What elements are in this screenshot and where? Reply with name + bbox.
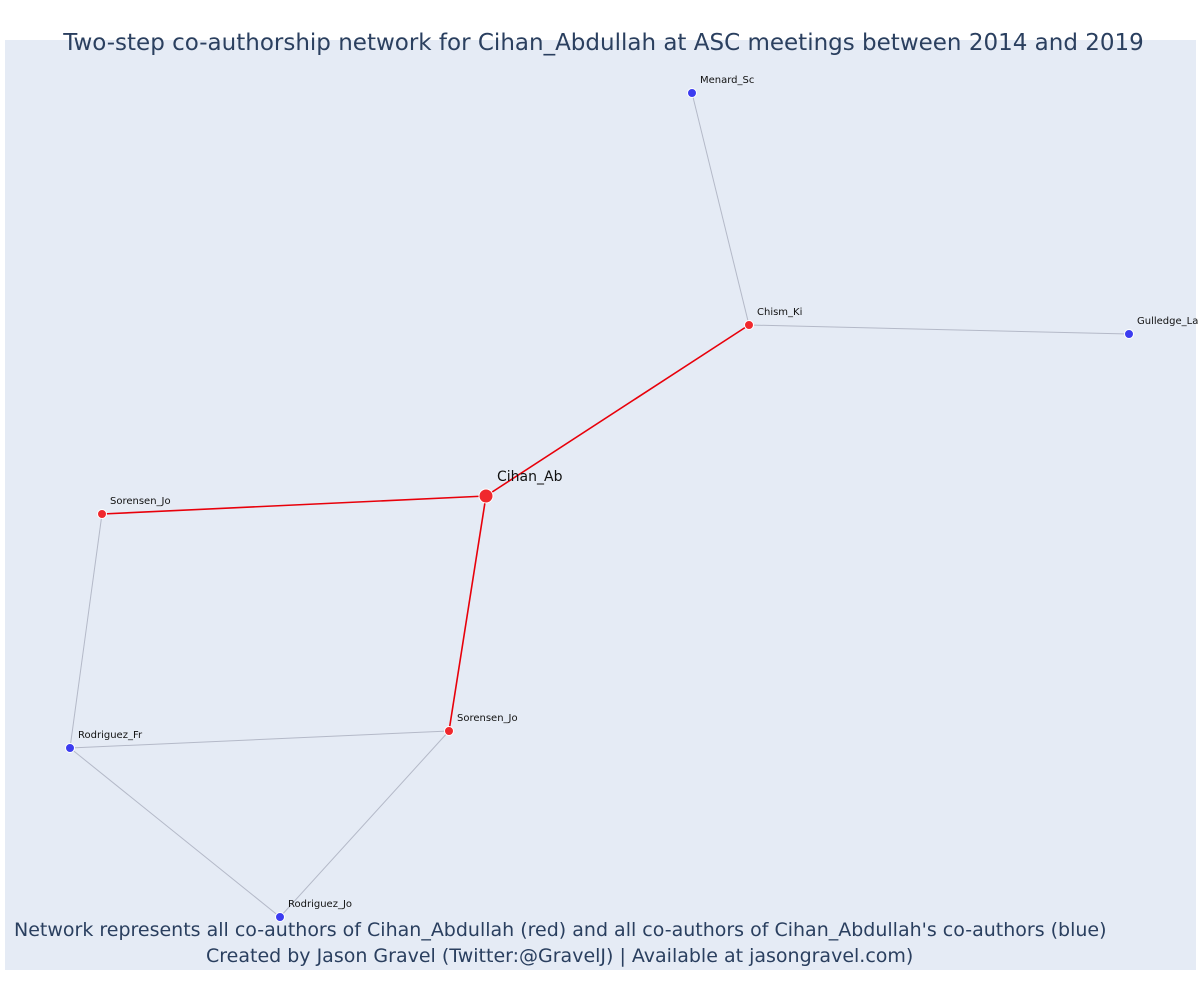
node-gulledge[interactable] (1124, 329, 1134, 339)
node-sorensen_a[interactable] (97, 509, 107, 519)
node-menard[interactable] (687, 88, 697, 98)
node-chism[interactable] (744, 320, 754, 330)
chart-title: Two-step co-authorship network for Cihan… (63, 30, 1144, 56)
edge-cihan-sorensen_a (101, 495, 487, 515)
edge-rodriguez_fr-rodriguez_jo (69, 747, 281, 918)
node-label-gulledge: Gulledge_La (1137, 316, 1198, 327)
edge-chism-menard (691, 92, 750, 326)
node-label-cihan: Cihan_Ab (497, 469, 563, 485)
caption-line-2: Created by Jason Gravel (Twitter:@Gravel… (206, 945, 914, 967)
plot-background (5, 40, 1196, 970)
edge-cihan-chism (485, 324, 750, 497)
node-label-rodriguez_jo: Rodriguez_Jo (288, 899, 352, 910)
caption-line-1: Network represents all co-authors of Cih… (14, 919, 1107, 941)
labels-layer: Cihan_Ab Chism_Ki Sorensen_Jo Sorensen_Jo Me… (78, 75, 1198, 910)
node-rodriguez_jo[interactable] (275, 912, 285, 922)
node-rodriguez_fr[interactable] (65, 743, 75, 753)
edge-sorensen_b-rodriguez_fr (69, 730, 450, 749)
node-cihan[interactable] (478, 488, 494, 504)
node-sorensen_b[interactable] (444, 726, 454, 736)
node-label-rodriguez_fr: Rodriguez_Fr (78, 730, 143, 741)
edge-chism-gulledge (748, 324, 1130, 335)
edges-layer (69, 92, 1130, 918)
node-label-chism: Chism_Ki (757, 307, 802, 318)
node-label-menard: Menard_Sc (700, 75, 754, 86)
node-label-sorensen_b: Sorensen_Jo (457, 713, 518, 724)
edge-sorensen_b-rodriguez_jo (279, 730, 450, 918)
nodes-layer (65, 88, 1134, 922)
edge-cihan-sorensen_b (448, 495, 487, 732)
edge-sorensen_a-rodriguez_fr (69, 513, 103, 749)
node-label-sorensen_a: Sorensen_Jo (110, 496, 171, 507)
